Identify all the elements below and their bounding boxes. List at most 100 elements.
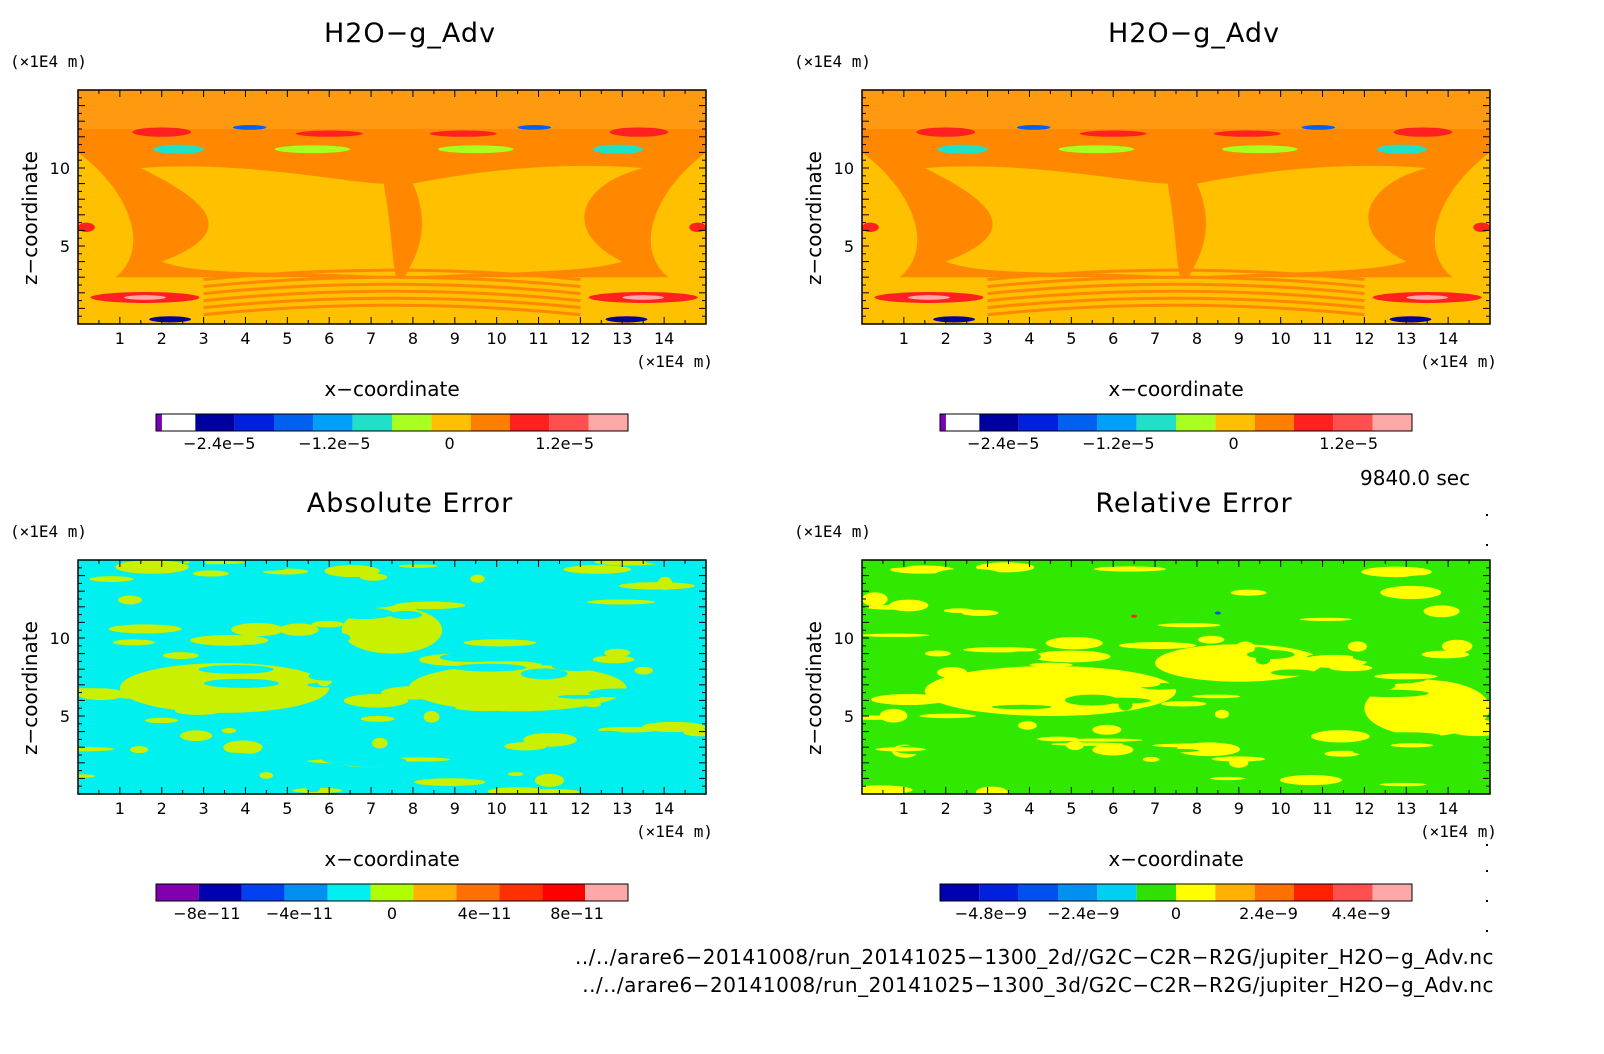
x-tick-label: 13 [612,329,632,348]
field-blob [208,582,225,597]
field-blob [1214,709,1230,719]
x-unit-label: (×1E4 m) [1420,822,1498,841]
colorbar-label: −2.4e−5 [967,434,1039,453]
time-label: 9840.0 sec [1360,466,1471,490]
x-tick-label: 2 [941,799,951,818]
field-region [650,152,706,293]
footer-line-2: ../../arare6−20141008/run_20141025−1300_… [582,973,1494,997]
dot [1486,900,1488,902]
x-tick-label: 6 [1108,799,1118,818]
field-blob [331,600,362,610]
field-blob [78,741,106,746]
field-blob [557,694,602,699]
field-blob [634,666,653,675]
field-blob [455,704,515,712]
y-unit-label: (×1E4 m) [794,522,872,541]
colorbar-label: 1.2e−5 [1319,434,1378,453]
field-blob [334,607,394,619]
x-tick-label: 14 [1438,329,1458,348]
field-blob [233,644,261,656]
field-blob [279,623,319,636]
field-eddy [1301,125,1336,130]
colorbar-swatch [313,414,353,431]
x-tick-label: 5 [1066,329,1076,348]
field-eddy [295,130,363,137]
colorbar-swatch [510,414,550,431]
field-blob [91,569,131,576]
x-tick-label: 8 [1192,329,1202,348]
field-blob [1045,636,1103,650]
colorbar-swatch [1097,884,1137,901]
field-blob [507,772,524,777]
colorbar-swatch [1294,414,1334,431]
field-blob [1118,699,1133,711]
field-blob [1024,668,1080,674]
field-eddy [908,295,950,300]
field-blob [641,721,706,733]
field-blob [957,671,1015,684]
colorbar-label: 0 [387,904,397,923]
x-axis-label: x−coordinate [1108,377,1244,401]
x-tick-label: 3 [199,799,209,818]
field-blob [1032,650,1111,663]
field-blob [1327,680,1362,690]
field-blob [119,662,330,713]
field-blob [651,788,691,793]
field-blob [1473,637,1490,645]
field-eddy [622,295,665,300]
colorbar-swatch [1058,414,1098,431]
field-blob [910,612,958,617]
field-blob [227,617,261,622]
field-region [862,90,1490,129]
heatmap-field [78,90,706,324]
colorbar-swatch [1294,884,1334,901]
colorbar-swatch [1058,884,1098,901]
field-blob [963,647,1037,653]
field-blob [1246,650,1295,659]
colorbar-label: 4e−11 [458,904,512,923]
footer-line-1: ../../arare6−20141008/run_20141025−1300_… [575,945,1494,969]
field-blob [862,560,917,569]
field-blob [588,730,628,743]
field-blob [935,568,1002,581]
field-eddy [1376,144,1428,154]
field-blob [360,715,395,722]
field-eddy [132,127,192,137]
field-region [78,90,706,129]
field-blob [604,648,631,658]
field-blob [254,753,333,757]
field-blob [271,717,318,723]
x-tick-label: 7 [1150,799,1160,818]
field-blob [311,620,344,628]
field-blob [584,701,602,708]
field-blob [174,707,222,715]
x-tick-label: 10 [1270,799,1290,818]
field-blob [373,640,419,651]
field-blob [192,570,230,577]
field-blob [371,737,388,749]
field-blob [523,732,577,747]
x-tick-label: 7 [1150,329,1160,348]
x-tick-label: 3 [983,329,993,348]
field-blob [1333,593,1389,600]
x-tick-label: 3 [199,329,209,348]
colorbar-swatch [274,414,314,431]
field-blob [462,673,511,685]
field-blob [1299,617,1353,621]
field-eddy [1393,127,1453,137]
field-blob [1324,750,1360,757]
field-blob [1198,635,1225,644]
colorbar-swatch [1018,414,1058,431]
field-blob [235,566,286,571]
field-blob [414,778,486,786]
field-eddy [429,130,497,137]
field-blob [975,786,1008,794]
x-tick-label: 4 [1024,799,1034,818]
x-tick-label: 11 [1312,329,1332,348]
y-tick-label: 10 [834,629,854,648]
field-blob [389,610,422,619]
field-blob [1133,584,1147,593]
field-blob [991,704,1052,710]
field-region [404,165,644,278]
